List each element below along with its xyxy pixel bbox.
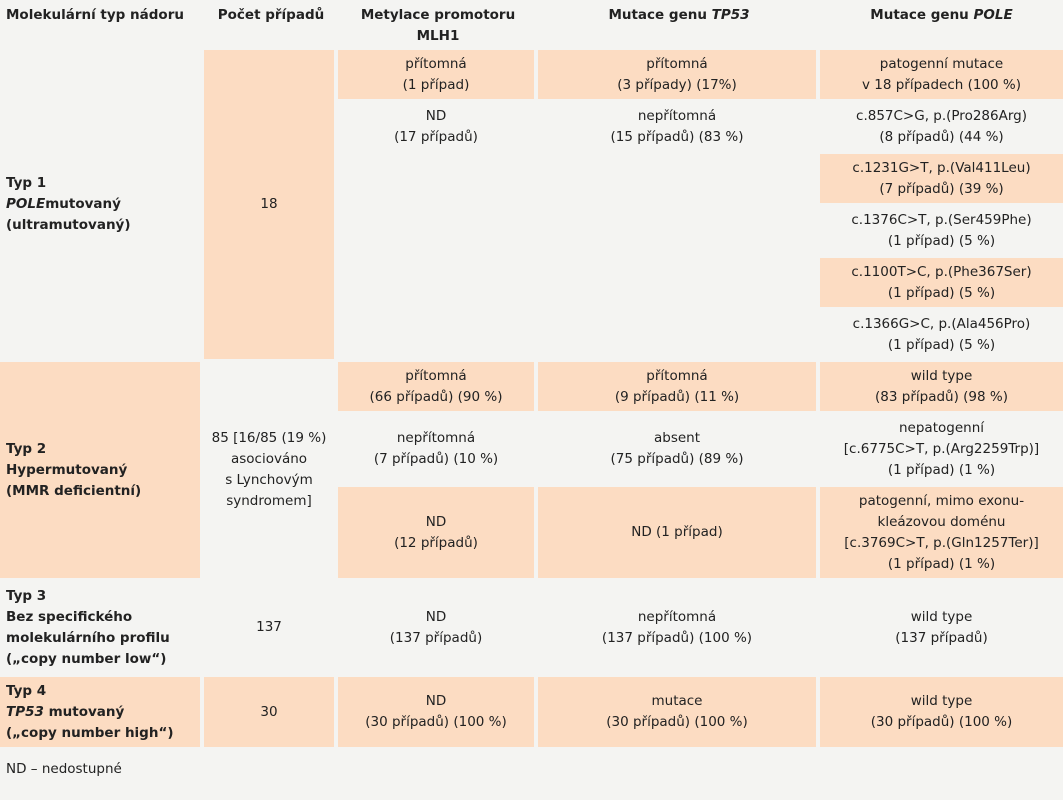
typ3-tp53: nepřítomná (137 případů) (100 %) — [538, 581, 820, 674]
typ1-pole-5: c.1366G>C, p.(Ala456Pro) (1 případ) (5 %) — [820, 310, 1063, 359]
header-tp53: Mutace genu TP53 — [608, 7, 750, 23]
header-pole: Mutace genu POLE — [870, 7, 1013, 23]
typ1-pole-2: c.1231G>T, p.(Val411Leu) (7 případů) (39 … — [820, 154, 1063, 203]
typ2-mlh1-0: přítomná (66 případů) (90 %) — [338, 362, 538, 411]
typ2-count: 85 [16/85 (19 %) asociováno s Lynchovým … — [204, 362, 338, 578]
typ4-mlh1: ND (30 případů) (100 %) — [338, 677, 538, 747]
typ1-pole-0: patogenní mutace v 18 případech (100 %) — [820, 50, 1063, 99]
typ2-mlh1-1: nepřítomná (7 případů) (10 %) — [338, 414, 538, 484]
typ2-label: Typ 2 Hypermutovaný (MMR deficientní) — [0, 362, 204, 578]
typ4-count: 30 — [204, 677, 338, 747]
typ3-count: 137 — [204, 581, 338, 674]
typ1-row: Typ 1 POLEmutovaný (ultramutovaný) 18 př… — [0, 50, 1063, 359]
typ2-mlh1-2: ND (12 případů) — [338, 487, 538, 578]
typ3-pole: wild type (137 případů) — [820, 581, 1063, 674]
typ1-pole-3: c.1376C>T, p.(Ser459Phe) (1 případ) (5 %) — [820, 206, 1063, 255]
typ1-mlh1-nd: ND (17 případů) — [338, 102, 538, 359]
typ2-tp53-1: absent (75 případů) (89 %) — [538, 414, 820, 484]
typ4-label: Typ 4 TP53 mutovaný („copy number high“) — [0, 677, 204, 747]
typ2-row: Typ 2 Hypermutovaný (MMR deficientní) 85… — [0, 362, 1063, 578]
typ2-tp53-2: ND (1 případ) — [538, 487, 820, 578]
typ3-label: Typ 3 Bez specifického molekulárního pro… — [0, 581, 204, 674]
typ1-tp53-absent: nepřítomná (15 případů) (83 %) — [538, 102, 820, 359]
typ1-row: c.1366G>C, p.(Ala456Pro) (1 případ) (5 %) — [0, 310, 1063, 359]
typ1-label: Typ 1 POLEmutovaný (ultramutovaný) — [0, 50, 204, 359]
typ1-pole-4: c.1100T>C, p.(Phe367Ser) (1 případ) (5 %) — [820, 258, 1063, 307]
typ1-row: c.1100T>C, p.(Phe367Ser) (1 případ) (5 %) — [0, 258, 1063, 307]
header-type: Molekulární typ nádoru — [6, 7, 184, 23]
footnote: ND – nedostupné — [6, 761, 122, 777]
molecular-types-table: Molekulární typ nádoru Počet případů Met… — [0, 3, 1063, 747]
header-count: Počet případů — [217, 7, 325, 23]
typ1-pole-1: c.857C>G, p.(Pro286Arg) (8 případů) (44 %… — [820, 102, 1063, 151]
typ1-count: 18 — [204, 50, 338, 359]
typ2-pole-1: nepatogenní [c.6775C>T, p.(Arg2259Trp)] (1… — [820, 414, 1063, 484]
typ1-row: ND (17 případů) nepřítomná (15 případů) (8… — [0, 102, 1063, 359]
typ3-row: Typ 3 Bez specifického molekulárního pro… — [0, 581, 1063, 674]
header-row: Molekulární typ nádoru Počet případů Met… — [0, 3, 1063, 47]
typ2-tp53-0: přítomná (9 případů) (11 %) — [538, 362, 820, 411]
typ2-row: ND (12 případů) ND (1 případ) patogenní, … — [0, 487, 1063, 578]
typ1-tp53-present: přítomná (3 případy) (17%) — [538, 50, 820, 99]
typ2-pole-2: patogenní, mimo exonu-kleázovou doménu [c… — [820, 487, 1063, 578]
typ2-pole-0: wild type (83 případů) (98 %) — [820, 362, 1063, 411]
typ1-row: c.1376C>T, p.(Ser459Phe) (1 případ) (5 %) — [0, 206, 1063, 255]
typ1-mlh1-present: přítomná (1 případ) — [338, 50, 538, 99]
typ4-row: Typ 4 TP53 mutovaný („copy number high“)… — [0, 677, 1063, 747]
typ2-row: nepřítomná (7 případů) (10 %) absent (75 p… — [0, 414, 1063, 484]
typ3-mlh1: ND (137 případů) — [338, 581, 538, 674]
typ1-row: c.1231G>T, p.(Val411Leu) (7 případů) (39 … — [0, 154, 1063, 203]
typ4-pole: wild type (30 případů) (100 %) — [820, 677, 1063, 747]
header-mlh1: Metylace promotoru MLH1 — [360, 7, 516, 44]
typ4-tp53: mutace (30 případů) (100 %) — [538, 677, 820, 747]
